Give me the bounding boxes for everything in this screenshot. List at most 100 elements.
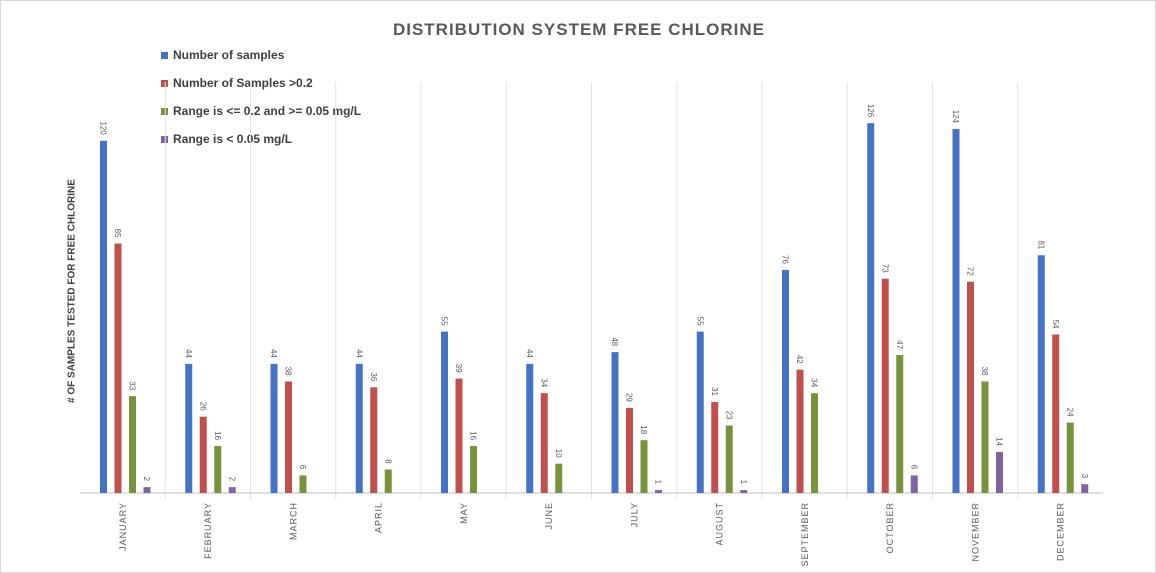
- data-label: 23: [724, 411, 733, 420]
- data-label: 8: [383, 459, 392, 464]
- data-label: 44: [354, 349, 363, 358]
- bar-samples-may: [441, 331, 448, 493]
- bar-range-mid-august: [725, 425, 733, 493]
- bar-range-low-december: [1081, 484, 1089, 493]
- data-label: 39: [454, 364, 463, 373]
- x-tick-label: OCTOBER: [885, 502, 895, 553]
- bar-range-mid-october: [896, 355, 904, 493]
- data-label: 10: [554, 449, 563, 458]
- bar-range-mid-december: [1066, 422, 1074, 493]
- data-label: 6: [298, 465, 307, 470]
- bar-samples-june: [526, 363, 534, 493]
- data-label: 29: [625, 393, 634, 402]
- bar-samples-january: [100, 140, 107, 494]
- bar-range-mid-april: [384, 469, 392, 493]
- legend-swatch-samples-over-0-2: [161, 79, 168, 87]
- bar-samples-over-0-2-july: [626, 407, 633, 493]
- data-label: 1: [654, 480, 663, 485]
- bar-range-low-january: [143, 487, 151, 493]
- bar-range-mid-march: [299, 475, 307, 493]
- bar-samples-over-0-2-december: [1052, 334, 1060, 493]
- legend-label-samples-over-0-2: Number of Samples >0.2: [173, 76, 313, 90]
- bar-samples-september: [782, 269, 789, 493]
- bar-range-low-february: [228, 487, 236, 493]
- bar-samples-december: [1037, 255, 1045, 493]
- legend: Number of samples Number of Samples >0.2…: [161, 41, 361, 153]
- data-label: 73: [880, 264, 889, 273]
- x-tick-label: SEPTEMBER: [800, 502, 810, 567]
- data-label: 16: [213, 431, 222, 440]
- data-label: 3: [1080, 474, 1089, 479]
- x-tick-label: MARCH: [288, 502, 298, 540]
- bar-samples-over-0-2-october: [881, 278, 889, 493]
- data-label: 14: [995, 437, 1004, 446]
- x-tick-label: JUNE: [544, 502, 554, 530]
- data-label: 126: [866, 104, 875, 118]
- data-label: 55: [440, 317, 449, 326]
- bar-range-mid-september: [811, 393, 818, 493]
- data-label: 72: [966, 267, 975, 276]
- x-tick-label: NOVEMBER: [970, 502, 980, 562]
- legend-item-range-low: Range is < 0.05 mg/L: [161, 125, 361, 153]
- data-label: 54: [1051, 320, 1060, 329]
- legend-label-samples: Number of samples: [173, 48, 285, 62]
- data-label: 124: [951, 110, 960, 124]
- x-tick-label: JANUARY: [118, 502, 128, 551]
- data-label: 26: [198, 402, 207, 411]
- bar-range-low-october: [910, 475, 918, 493]
- x-tick-label: APRIL: [374, 502, 384, 533]
- legend-item-samples: Number of samples: [161, 41, 361, 69]
- x-tick-label: JULY: [629, 502, 639, 527]
- data-label: 18: [639, 425, 648, 434]
- data-label: 31: [710, 387, 719, 396]
- legend-swatch-range-mid: [161, 107, 168, 115]
- data-label: 38: [284, 367, 293, 376]
- chart-title: DISTRIBUTION SYSTEM FREE CHLORINE: [392, 20, 766, 39]
- data-label: 76: [781, 255, 790, 264]
- bar-range-mid-february: [214, 446, 222, 493]
- data-label: 36: [369, 372, 378, 381]
- data-label: 24: [1065, 408, 1074, 417]
- bar-samples-over-0-2-september: [796, 369, 804, 493]
- data-label: 48: [610, 337, 619, 346]
- bar-range-low-november: [996, 451, 1003, 493]
- bar-samples-november: [952, 129, 960, 493]
- bar-samples-march: [270, 363, 278, 493]
- x-tick-label: FEBRUARY: [203, 502, 213, 559]
- bar-samples-february: [185, 363, 193, 493]
- bar-samples-over-0-2-march: [285, 381, 292, 493]
- data-label: 34: [810, 378, 819, 387]
- data-label: 44: [269, 349, 278, 358]
- x-tick-label: MAY: [459, 502, 469, 524]
- x-tick-label: DECEMBER: [1056, 502, 1066, 561]
- bar-samples-over-0-2-august: [711, 402, 719, 493]
- bar-range-mid-november: [981, 381, 989, 493]
- legend-label-range-low: Range is < 0.05 mg/L: [173, 132, 293, 146]
- data-label: 44: [525, 349, 534, 358]
- data-label: 16: [469, 431, 478, 440]
- bar-samples-july: [611, 352, 619, 493]
- bar-range-mid-may: [470, 446, 477, 493]
- bar-samples-over-0-2-november: [967, 281, 974, 493]
- bar-range-mid-july: [640, 440, 648, 493]
- legend-item-samples-over-0-2: Number of Samples >0.2: [161, 69, 361, 97]
- bar-samples-over-0-2-may: [455, 378, 463, 493]
- data-label: 38: [980, 367, 989, 376]
- bar-range-low-july: [655, 490, 662, 493]
- data-label: 1: [739, 480, 748, 485]
- bar-samples-october: [867, 123, 875, 493]
- data-label: 2: [142, 477, 151, 482]
- bar-range-mid-january: [129, 396, 136, 493]
- bar-samples-over-0-2-june: [540, 393, 548, 493]
- bar-samples-over-0-2-april: [370, 387, 378, 493]
- legend-label-range-mid: Range is <= 0.2 and >= 0.05 mg/L: [173, 104, 362, 118]
- data-label: 33: [128, 381, 137, 390]
- data-label: 2: [227, 477, 236, 482]
- data-label: 34: [539, 378, 548, 387]
- legend-item-range-mid: Range is <= 0.2 and >= 0.05 mg/L: [161, 97, 361, 125]
- legend-swatch-range-low: [161, 135, 168, 143]
- data-label: 47: [895, 340, 904, 349]
- data-label: 44: [184, 349, 193, 358]
- data-label: 85: [113, 229, 122, 238]
